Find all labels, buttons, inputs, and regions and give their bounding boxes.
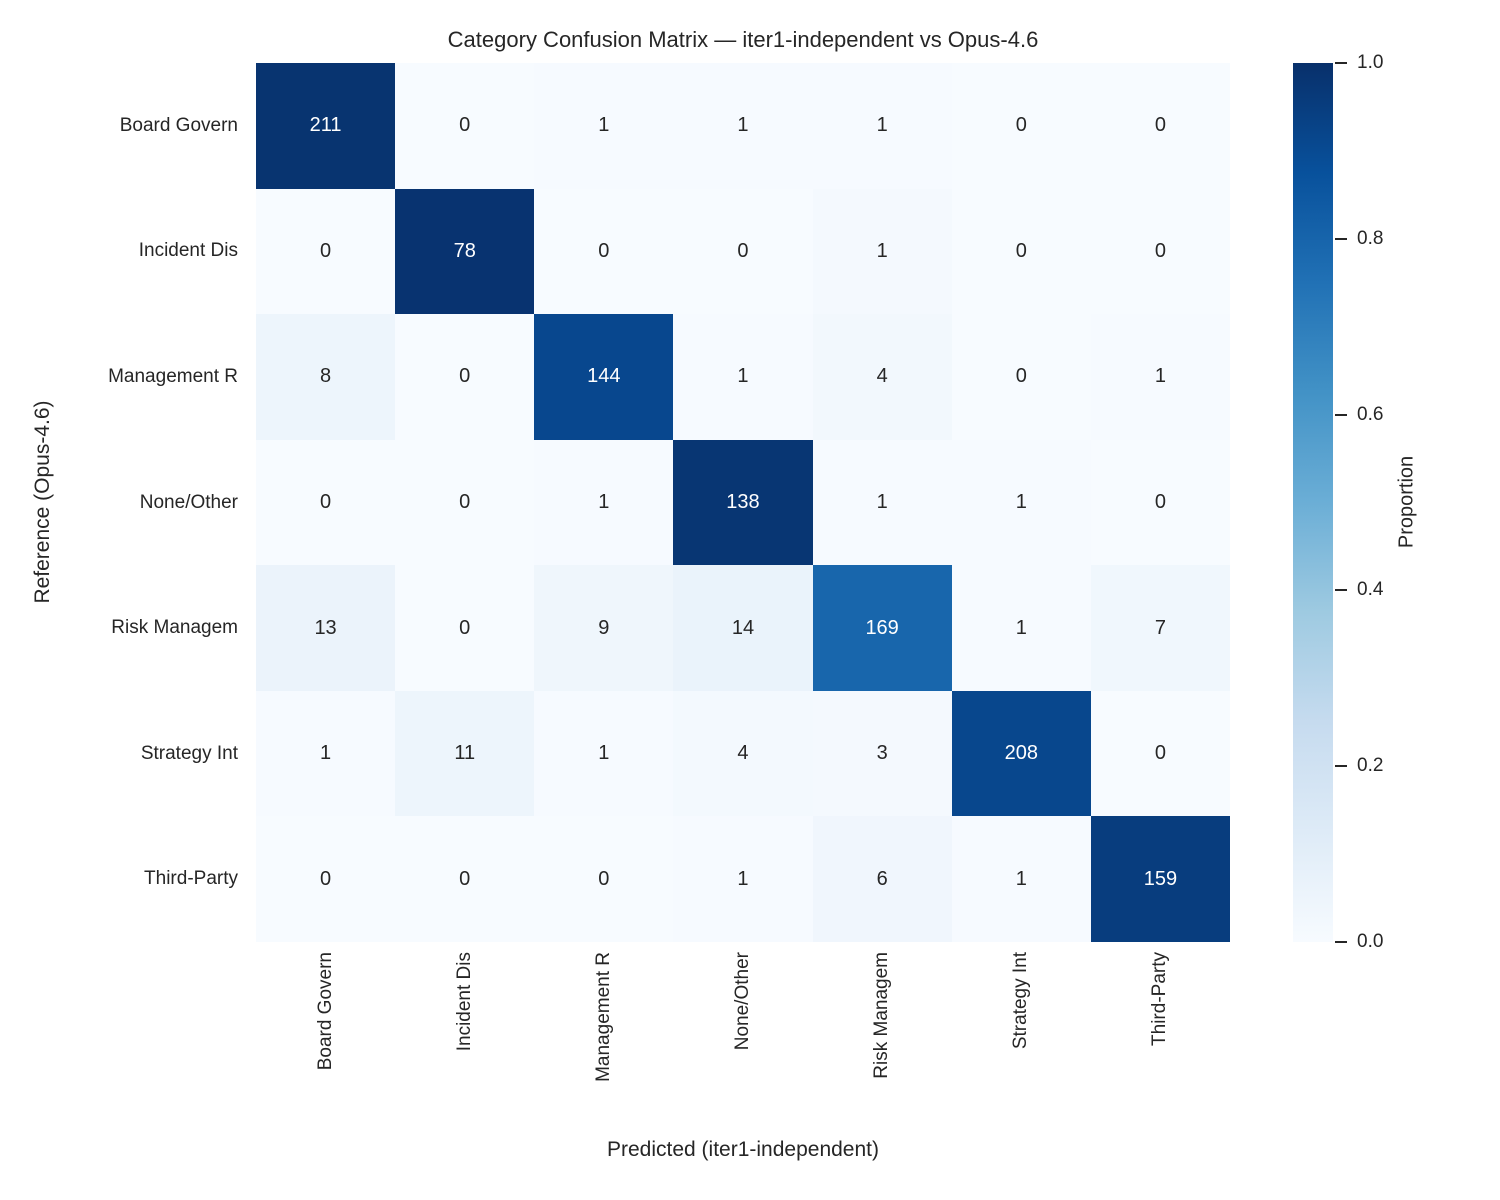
heatmap-cell: 0	[256, 439, 396, 566]
heatmap-cell: 7	[1090, 565, 1230, 691]
colorbar-tick-label: 0.0	[1357, 931, 1384, 952]
heatmap-cell: 0	[534, 188, 674, 315]
heatmap-cell: 1	[534, 63, 674, 189]
y-tick-label: None/Other	[139, 491, 238, 513]
x-tick-label: Third-Party	[1149, 952, 1171, 1046]
heatmap-cell: 208	[951, 690, 1091, 817]
colorbar-title: Proportion	[1395, 455, 1418, 549]
heatmap-cell: 0	[1090, 188, 1230, 315]
y-tick-labels: Board Govern Incident Dis Management R None…	[0, 63, 240, 942]
heatmap-grid: 211 0 1 1 1 0 0 0 78 0 0 1 0 0 8 0 144 1 4 0 1 0 0 1 138 1 1 0 13 0 9 1…	[256, 63, 1230, 942]
heatmap-cell: 0	[534, 816, 674, 942]
x-tick-label: Incident Dis	[453, 952, 475, 1052]
x-tick-label-slot: Third-Party	[1091, 952, 1230, 1137]
heatmap-cell: 0	[951, 314, 1091, 440]
x-tick-label: Risk Managem	[871, 952, 893, 1079]
y-tick-label: Management R	[108, 365, 238, 387]
y-tick-label: Third-Party	[144, 868, 238, 890]
heatmap-cell: 6	[812, 816, 952, 942]
heatmap-cell: 1	[673, 314, 813, 440]
heatmap-cell: 1	[534, 439, 674, 566]
heatmap-cell: 3	[812, 690, 952, 817]
heatmap-cell: 0	[395, 63, 535, 189]
heatmap-cell: 0	[395, 314, 535, 440]
x-tick-label-slot: None/Other	[673, 952, 812, 1137]
heatmap-cell: 0	[256, 188, 396, 315]
x-tick-label: None/Other	[731, 952, 753, 1051]
heatmap-cell: 4	[673, 690, 813, 817]
colorbar-tick-label: 1.0	[1357, 52, 1384, 73]
colorbar-tick-mark	[1335, 589, 1347, 592]
x-tick-label-slot: Risk Managem	[813, 952, 952, 1137]
y-tick-label: Strategy Int	[140, 742, 238, 764]
x-tick-label-slot: Board Govern	[256, 952, 395, 1137]
heatmap-cell: 1	[534, 690, 674, 817]
x-axis-title: Predicted (iter1-independent)	[607, 1138, 879, 1161]
heatmap-cell: 1	[673, 63, 813, 189]
colorbar-tick-mark	[1335, 941, 1347, 943]
heatmap-cell: 1	[812, 188, 952, 315]
colorbar-tick-label: 0.8	[1357, 227, 1384, 249]
heatmap-cell: 138	[673, 439, 813, 566]
y-tick-label: Risk Managem	[111, 617, 238, 639]
heatmap-cell: 1	[812, 439, 952, 566]
heatmap-cell: 0	[1090, 439, 1230, 566]
heatmap-cell: 0	[951, 188, 1091, 315]
heatmap-cell: 1	[673, 816, 813, 942]
heatmap-cell: 0	[256, 816, 396, 942]
x-tick-label-slot: Management R	[534, 952, 673, 1137]
heatmap-cell: 169	[812, 565, 952, 691]
heatmap-cell: 211	[256, 63, 396, 189]
colorbar-tick-mark	[1335, 413, 1347, 416]
heatmap-cell: 11	[395, 690, 535, 817]
colorbar-ticks: 1.0 0.8 0.6 0.4 0.2 0.0	[1333, 53, 1453, 952]
colorbar-tick-label: 0.6	[1357, 403, 1384, 425]
heatmap-cell: 1	[256, 690, 396, 817]
heatmap-cell: 159	[1090, 816, 1230, 942]
heatmap-cell: 0	[395, 439, 535, 566]
heatmap-cell: 8	[256, 314, 396, 440]
y-tick-label: Board Govern	[119, 114, 238, 136]
x-tick-label: Management R	[592, 952, 614, 1082]
heatmap-cell: 1	[951, 565, 1091, 691]
heatmap-cell: 9	[534, 565, 674, 691]
heatmap-cell: 14	[673, 565, 813, 691]
heatmap-cell: 0	[395, 816, 535, 942]
heatmap-cell: 144	[534, 314, 674, 440]
heatmap-cell: 78	[395, 188, 535, 315]
colorbar-tick-label: 0.4	[1357, 579, 1384, 601]
x-tick-label: Board Govern	[314, 952, 336, 1071]
heatmap-cell: 4	[812, 314, 952, 440]
heatmap-cell: 1	[951, 439, 1091, 566]
heatmap-cell: 0	[951, 63, 1091, 189]
heatmap-cell: 0	[673, 188, 813, 315]
colorbar	[1293, 63, 1333, 942]
heatmap-cell: 0	[395, 565, 535, 691]
x-tick-label: Strategy Int	[1010, 952, 1032, 1050]
heatmap-cell: 0	[1090, 690, 1230, 817]
colorbar-tick-mark	[1335, 237, 1347, 240]
colorbar-tick-label: 0.2	[1357, 755, 1384, 777]
heatmap-cell: 1	[951, 816, 1091, 942]
colorbar-tick-mark	[1335, 765, 1347, 768]
heatmap-cell: 0	[1090, 63, 1230, 189]
colorbar-tick-mark	[1335, 62, 1347, 64]
y-tick-label: Incident Dis	[138, 240, 238, 262]
heatmap-cell: 1	[1090, 314, 1230, 440]
x-tick-label-slot: Strategy Int	[952, 952, 1091, 1137]
x-tick-labels: Board Govern Incident Dis Management R None…	[256, 952, 1230, 1137]
x-tick-label-slot: Incident Dis	[395, 952, 534, 1137]
chart-title: Category Confusion Matrix — iter1-indepe…	[447, 27, 1039, 52]
heatmap-cell: 1	[812, 63, 952, 189]
heatmap-cell: 13	[256, 565, 396, 691]
